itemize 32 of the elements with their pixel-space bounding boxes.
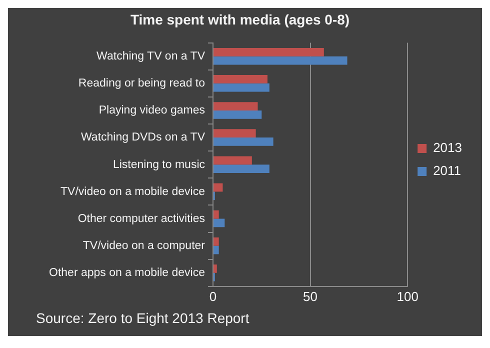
bar (214, 264, 217, 273)
bar (214, 83, 270, 92)
bar (214, 129, 256, 138)
bar (214, 138, 274, 146)
y-tick-label: Reading or being read to (78, 78, 205, 90)
legend-label: 2013 (433, 140, 462, 156)
y-tick-label: Watching DVDs on a TV (81, 132, 206, 144)
y-tick-label: Other apps on a mobile device (49, 267, 205, 280)
x-tick-label: 100 (396, 288, 418, 304)
bar (214, 183, 223, 192)
y-tick-label: Listening to music (112, 158, 206, 171)
y-tick-label: TV/video on a mobile device (60, 186, 205, 198)
bar (214, 156, 252, 165)
bar (214, 246, 219, 254)
x-tick-label: 0 (209, 288, 217, 304)
bar (214, 56, 348, 65)
bar (214, 164, 270, 173)
bar (214, 110, 262, 119)
bar (214, 237, 219, 246)
bar (214, 75, 268, 84)
legend-label: 2011 (433, 163, 462, 178)
bar (214, 48, 324, 56)
y-tick-label: Watching TV on a TV (96, 50, 206, 63)
source-note: Source: Zero to Eight 2013 Report (35, 309, 250, 328)
bar (214, 210, 219, 219)
y-tick-label: Other computer activities (78, 212, 206, 225)
bar (214, 218, 225, 228)
bar (214, 102, 258, 110)
x-tick-label: 50 (303, 288, 318, 304)
chart-title: Time spent with media (ages 0-8) (130, 11, 350, 28)
y-tick-label: TV/video on a computer (82, 240, 206, 252)
y-tick-label: Playing video games (98, 104, 206, 117)
